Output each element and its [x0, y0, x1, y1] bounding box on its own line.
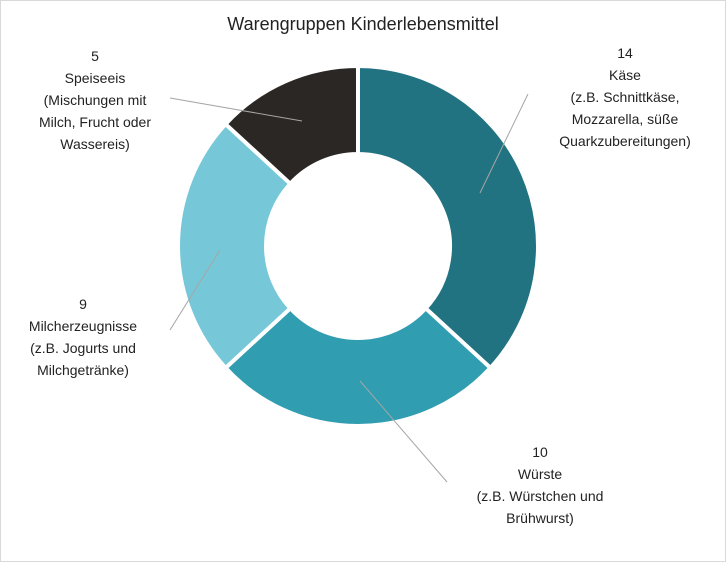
slice-detail: Milchgetränke) — [37, 362, 129, 378]
slice-label-milcherzeugnisse: 9 Milcherzeugnisse (z.B. Jogurts und Mil… — [8, 293, 158, 381]
slice-category: Würste — [517, 466, 563, 482]
slice-value: 5 — [91, 48, 99, 64]
chart-title: Warengruppen Kinderlebensmittel — [227, 14, 499, 34]
slice-speiseeis — [222, 63, 360, 187]
slice-detail: (z.B. Würstchen und — [476, 488, 604, 504]
slice-category: Käse — [609, 67, 641, 83]
slice-detail: (z.B. Jogurts und — [30, 340, 136, 356]
slice-wuerste-leader-line — [359, 380, 448, 483]
slice-detail: Brühwurst) — [506, 510, 574, 526]
slice-value: 14 — [617, 45, 633, 61]
slice-detail: (z.B. Schnittkäse, — [570, 89, 680, 105]
slice-detail: Mozzarella, süße — [571, 111, 679, 127]
slice-detail: (Mischungen mit — [43, 92, 147, 108]
slice-milcherzeugnisse-leader-line — [169, 249, 221, 331]
slice-speiseeis-leader-line — [169, 97, 303, 122]
slice-milcherzeugnisse — [176, 121, 294, 371]
slice-kaese-leader-line — [479, 93, 529, 194]
slice-value: 9 — [79, 296, 87, 312]
slice-label-wuerste: 10 Würste (z.B. Würstchen und Brühwurst) — [450, 441, 630, 529]
slice-category: Speiseeis — [64, 70, 126, 86]
slice-detail: Wassereis) — [60, 136, 130, 152]
slice-detail: Milch, Frucht oder — [38, 114, 152, 130]
slice-wuerste — [222, 305, 494, 428]
slice-label-speiseeis: 5 Speiseeis (Mischungen mit Milch, Fruch… — [20, 45, 170, 155]
slice-category: Milcherzeugnisse — [28, 318, 138, 334]
slice-value: 10 — [532, 444, 548, 460]
slice-detail: Quarkzubereitungen) — [559, 133, 691, 149]
slice-kaese — [356, 63, 540, 371]
slice-label-kaese: 14 Käse (z.B. Schnittkäse, Mozzarella, s… — [530, 42, 720, 152]
